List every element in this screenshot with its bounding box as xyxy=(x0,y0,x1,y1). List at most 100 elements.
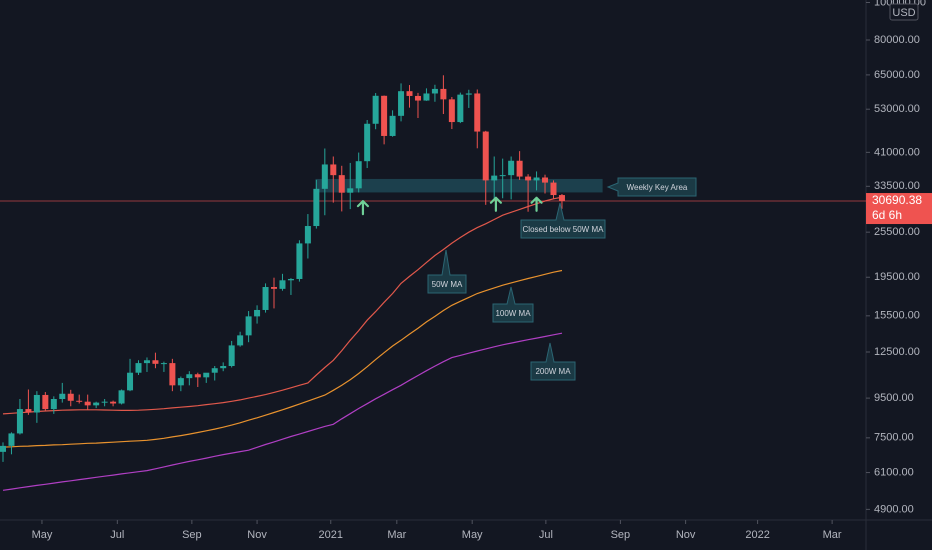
candle-body xyxy=(482,131,489,181)
moving-average xyxy=(2,269,563,448)
y-tick-label: 65000.00 xyxy=(874,69,920,81)
candle-body xyxy=(203,372,210,378)
moving-average xyxy=(2,332,563,491)
key-area-zone xyxy=(315,178,603,193)
candle-body xyxy=(550,182,557,196)
plot-area: Weekly Key Area Closed below 50W MA 50W MA… xyxy=(0,75,866,491)
ma-label: 50W MA xyxy=(432,280,463,289)
candle-body xyxy=(245,316,252,336)
x-tick-label: Nov xyxy=(676,529,696,541)
last-price-label: 30690.38 xyxy=(872,193,922,207)
candle-body xyxy=(499,175,506,177)
y-tick-label: 6100.00 xyxy=(874,466,914,478)
key-area-label: Weekly Key Area xyxy=(627,183,688,192)
currency: USD xyxy=(892,7,915,19)
currency-box xyxy=(889,3,919,21)
x-tick-label: Mar xyxy=(823,529,842,541)
candle-body xyxy=(194,374,201,378)
candle-body xyxy=(372,95,379,124)
candle-body xyxy=(33,394,40,413)
x-tick-label: May xyxy=(462,529,483,541)
signal-arrow xyxy=(356,200,370,216)
candle-body xyxy=(16,409,23,434)
candle-body xyxy=(465,93,472,95)
candle-body xyxy=(525,176,532,181)
candle-body xyxy=(287,278,294,281)
candle-body xyxy=(152,360,159,364)
candle-body xyxy=(491,175,498,181)
candle-body xyxy=(50,398,57,410)
candle-body xyxy=(330,164,337,176)
candle-body xyxy=(533,177,540,181)
x-tick-label: Sep xyxy=(182,529,202,541)
ma-label: 100W MA xyxy=(495,309,531,318)
candle-body xyxy=(59,393,66,399)
candle-body xyxy=(101,401,108,403)
ma-label-box xyxy=(492,286,534,323)
candle-body xyxy=(474,93,481,132)
candle-body xyxy=(296,243,303,279)
candle-body xyxy=(457,94,464,123)
candle-body xyxy=(448,99,455,123)
candle-body xyxy=(262,287,269,310)
candle-body xyxy=(542,177,549,183)
candle-body xyxy=(516,160,523,177)
ma-label-box xyxy=(427,249,467,294)
candle-body xyxy=(160,363,167,365)
y-tick-label: 9500.00 xyxy=(874,392,914,404)
x-tick-label: Mar xyxy=(387,529,406,541)
candle-body xyxy=(84,401,91,406)
ma-label-box xyxy=(530,342,576,381)
candle-body xyxy=(177,378,184,386)
ma-label: 200W MA xyxy=(535,367,571,376)
candle-body xyxy=(406,91,413,96)
candle-body xyxy=(398,91,405,116)
candle-body xyxy=(414,95,421,101)
annotation-box xyxy=(520,202,606,239)
candle-body xyxy=(389,115,396,136)
candle-body xyxy=(271,287,278,289)
candle-body xyxy=(431,88,438,94)
candle-body xyxy=(440,88,447,100)
candle-body xyxy=(25,409,32,413)
y-tick-label: 53000.00 xyxy=(874,103,920,115)
candle-body xyxy=(169,363,176,386)
last-price-tag xyxy=(866,193,932,225)
candle-body xyxy=(355,161,362,189)
x-tick-label: 2021 xyxy=(319,529,343,541)
moving-average xyxy=(2,196,563,415)
candle-body xyxy=(347,188,354,193)
candle-body xyxy=(381,95,388,136)
x-tick-label: Jul xyxy=(539,529,553,541)
signal-arrow xyxy=(489,196,502,212)
candle-body xyxy=(304,226,311,244)
y-tick-label: 4900.00 xyxy=(874,503,914,515)
candle-body xyxy=(211,368,218,373)
y-tick-label: 7500.00 xyxy=(874,432,914,444)
x-tick-label: Nov xyxy=(247,529,267,541)
candle-body xyxy=(313,188,320,227)
candle-body xyxy=(279,280,286,289)
x-tick-label: May xyxy=(32,529,53,541)
candle-body xyxy=(135,363,142,373)
candle-body xyxy=(508,160,515,176)
candle-body xyxy=(254,309,261,317)
x-tick-label: Jul xyxy=(110,529,124,541)
candle-body xyxy=(423,93,430,101)
candle-body xyxy=(364,123,371,162)
countdown: 6d 6h xyxy=(872,208,902,222)
x-tick-label: 2022 xyxy=(745,529,769,541)
candle-body xyxy=(143,360,150,364)
candle-body xyxy=(338,175,345,193)
candle-body xyxy=(321,164,328,189)
candle-body xyxy=(237,335,244,346)
y-tick-label: 25500.00 xyxy=(874,226,920,238)
candle-body xyxy=(0,445,6,452)
x-tick-label: Sep xyxy=(611,529,631,541)
key-area-label-box xyxy=(606,177,697,197)
y-tick-label: 19500.00 xyxy=(874,271,920,283)
candle-body xyxy=(220,366,227,369)
y-tick-label: 15500.00 xyxy=(874,310,920,322)
y-tick-label: 41000.00 xyxy=(874,146,920,158)
